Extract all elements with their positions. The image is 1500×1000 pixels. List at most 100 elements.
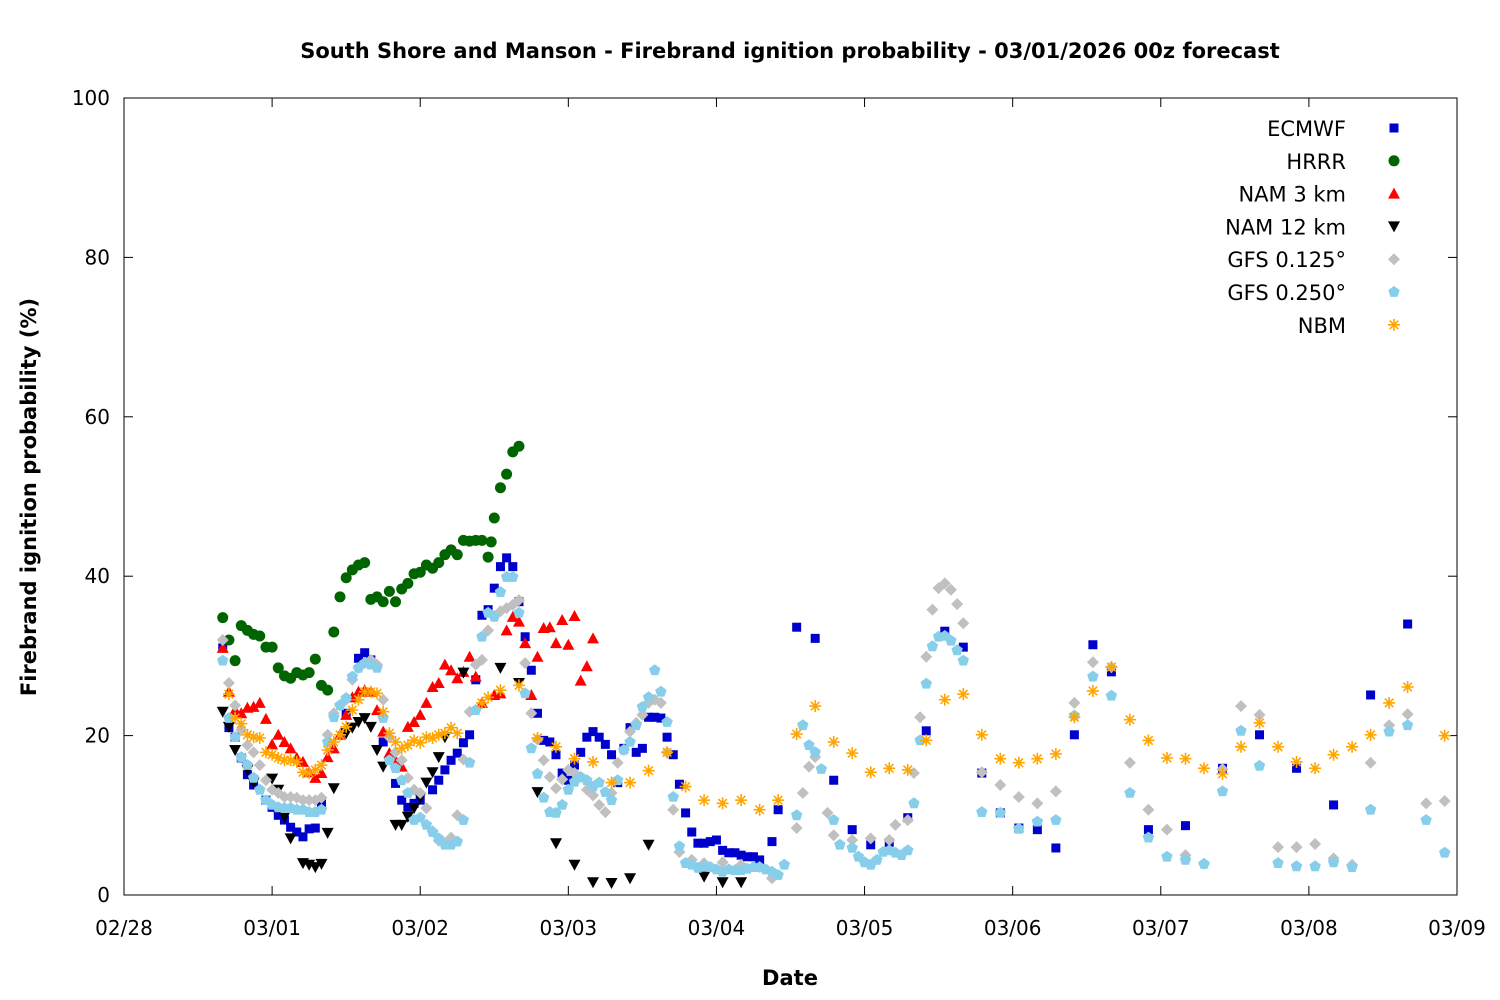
- point-nam-3-km: [519, 637, 532, 649]
- point-nam-12-km: [401, 811, 414, 823]
- asterisk-stroke: [680, 781, 691, 792]
- point-ecmwf: [570, 760, 580, 770]
- asterisk-stroke: [242, 729, 253, 740]
- point-gfs-0-250: [1290, 860, 1303, 872]
- point-ecmwf: [773, 805, 783, 815]
- point-gfs-0-250: [247, 771, 260, 783]
- asterisk-stroke: [625, 777, 635, 788]
- point-gfs-0-250: [1272, 857, 1284, 868]
- point-ecmwf: [508, 562, 518, 572]
- point-gfs-0-250: [976, 806, 988, 817]
- point-nam-3-km: [432, 676, 445, 688]
- point-ecmwf: [545, 737, 555, 747]
- y-tick-label: 60: [85, 405, 110, 429]
- point-nbm: [568, 752, 581, 765]
- x-tick-label: 03/04: [688, 916, 746, 940]
- point-gfs-0-125: [549, 782, 562, 795]
- asterisk-stroke: [1365, 729, 1376, 740]
- point-gfs-0-125: [278, 790, 291, 803]
- asterisk-stroke: [1291, 757, 1302, 767]
- asterisk-stroke: [483, 692, 493, 703]
- point-nbm: [494, 684, 507, 697]
- point-gfs-0-125: [389, 746, 402, 759]
- point-gfs-0-250: [556, 798, 568, 810]
- point-gfs-0-250: [396, 774, 408, 786]
- asterisk-stroke: [1162, 753, 1172, 763]
- point-nbm: [1049, 747, 1062, 760]
- point-ecmwf: [477, 610, 487, 620]
- point-hrrr: [272, 662, 284, 674]
- point-hrrr: [402, 577, 414, 589]
- point-gfs-0-125: [716, 856, 729, 869]
- point-hrrr: [303, 667, 315, 679]
- point-ecmwf: [526, 665, 536, 675]
- point-nbm: [333, 728, 346, 741]
- data-marks: [216, 440, 1451, 890]
- point-nam-12-km: [568, 859, 581, 871]
- point-gfs-0-250: [254, 783, 266, 795]
- asterisk-stroke: [514, 680, 524, 691]
- point-gfs-0-125: [636, 708, 649, 721]
- point-nam-12-km: [315, 858, 328, 870]
- point-nbm: [605, 776, 618, 789]
- point-gfs-0-250: [655, 685, 667, 697]
- y-axis-label: Firebrand ignition probability (%): [17, 298, 41, 696]
- point-gfs-0-125: [599, 806, 612, 819]
- point-gfs-0-125: [1086, 656, 1099, 669]
- point-ecmwf: [650, 712, 660, 722]
- point-nbm: [1012, 756, 1025, 769]
- point-ecmwf: [1069, 730, 1079, 740]
- point-nam-12-km: [605, 878, 618, 890]
- point-ecmwf: [286, 822, 296, 832]
- point-nam-12-km: [371, 744, 384, 756]
- point-ecmwf: [440, 765, 450, 775]
- point-gfs-0-125: [914, 711, 927, 724]
- point-gfs-0-125: [1142, 803, 1155, 816]
- point-nam-3-km: [216, 641, 229, 653]
- x-tick-label: 03/06: [984, 916, 1042, 940]
- point-gfs-0-125: [296, 794, 309, 807]
- asterisk-stroke: [1051, 749, 1061, 759]
- point-nbm: [1253, 716, 1266, 729]
- point-gfs-0-125: [587, 789, 600, 802]
- point-gfs-0-125: [253, 759, 266, 772]
- point-ecmwf: [810, 633, 820, 643]
- asterisk-stroke: [1402, 682, 1413, 692]
- point-ecmwf: [742, 852, 752, 862]
- asterisk-stroke: [1088, 686, 1098, 696]
- point-gfs-0-125: [827, 829, 840, 842]
- point-gfs-0-125: [222, 676, 235, 689]
- point-nbm: [809, 700, 822, 713]
- point-gfs-0-125: [864, 832, 877, 845]
- legend-label: NAM 3 km: [1238, 183, 1346, 207]
- asterisk-stroke: [267, 749, 277, 760]
- axis-ticks: 02/28 03/01 03/02 03/03 03/04 03/05 03/06 03/07…: [72, 86, 1486, 940]
- asterisk-stroke: [1032, 753, 1043, 764]
- asterisk-stroke: [1236, 741, 1246, 752]
- point-nbm: [371, 687, 384, 700]
- asterisk-stroke: [958, 689, 969, 699]
- point-nam-12-km: [426, 767, 439, 779]
- point-nbm: [315, 759, 328, 772]
- point-gfs-0-250: [908, 797, 920, 809]
- point-nbm: [549, 740, 562, 753]
- point-gfs-0-125: [543, 771, 556, 784]
- asterisk-stroke: [291, 757, 302, 767]
- point-nbm: [642, 764, 655, 777]
- legend-marker: [1389, 123, 1399, 133]
- point-ecmwf: [674, 779, 684, 789]
- point-gfs-0-125: [593, 798, 606, 811]
- point-ecmwf: [298, 832, 308, 842]
- asterisk-stroke: [884, 763, 895, 774]
- point-hrrr: [377, 596, 389, 608]
- point-nbm: [1401, 680, 1414, 693]
- point-nam-12-km: [698, 871, 711, 883]
- point-gfs-0-250: [476, 630, 488, 642]
- point-gfs-0-125: [957, 617, 970, 630]
- point-nam-3-km: [401, 720, 414, 732]
- series-hrrr: [217, 440, 525, 696]
- point-nbm: [772, 794, 785, 807]
- asterisk-stroke: [1143, 735, 1154, 746]
- asterisk-stroke: [606, 777, 617, 788]
- point-hrrr: [485, 536, 497, 548]
